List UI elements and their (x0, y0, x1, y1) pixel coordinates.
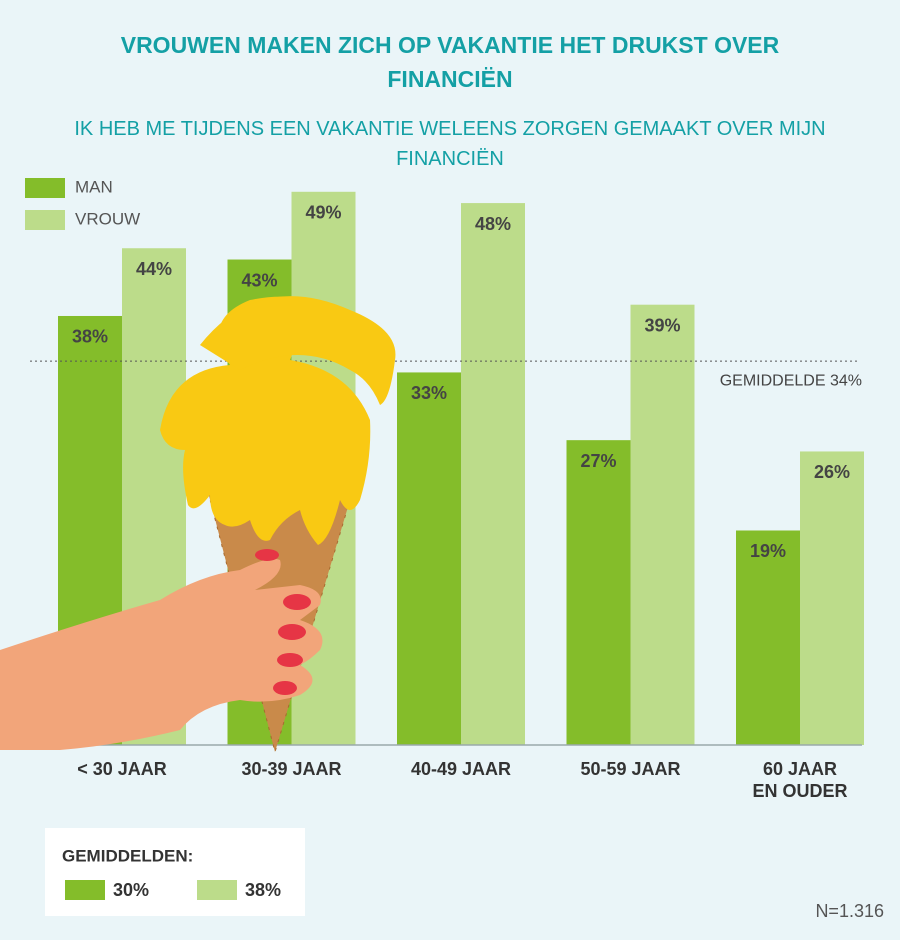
legend-swatch (25, 210, 65, 230)
chart-title: VROUWEN MAKEN ZICH OP VAKANTIE HET DRUKS… (120, 32, 780, 92)
averages-box (45, 828, 305, 916)
value-label: 43% (241, 270, 277, 290)
bar (397, 372, 461, 745)
averages-title: GEMIDDELDEN: (62, 846, 193, 865)
legend-label: VROUW (75, 209, 140, 228)
x-tick-label: 40-49 JAAR (410, 759, 512, 779)
average-label: 30% (113, 880, 149, 900)
bar (461, 203, 525, 745)
value-label: 44% (136, 259, 172, 279)
value-label: 49% (305, 203, 341, 223)
x-tick-label: < 30 JAAR (77, 759, 167, 779)
legend-label: MAN (75, 177, 113, 196)
average-swatch (197, 880, 237, 900)
value-label: 48% (475, 214, 511, 234)
bar (800, 451, 864, 745)
value-label: 26% (814, 462, 850, 482)
x-tick-label: 30-39 JAAR (241, 759, 342, 779)
value-label: 33% (411, 383, 447, 403)
bar (630, 304, 695, 745)
legend-swatch (25, 178, 65, 198)
note: N=1.316 (815, 901, 884, 921)
ice-cream-illustration (0, 296, 396, 754)
value-label: 19% (750, 541, 786, 561)
bar (736, 530, 800, 745)
bar (566, 440, 631, 745)
reference-label: GEMIDDELDE 34% (720, 372, 862, 389)
x-tick-label: 50-59 JAAR (580, 759, 681, 779)
value-label: 38% (72, 327, 108, 347)
value-label: 39% (644, 315, 680, 335)
x-tick-label: 60 JAAR EN OUDER (752, 759, 848, 801)
chart-subtitle: IK HEB ME TIJDENS EEN VAKANTIE WELEENS Z… (74, 118, 826, 170)
value-label: 27% (580, 451, 616, 471)
average-label: 38% (245, 880, 281, 900)
average-swatch (65, 880, 105, 900)
